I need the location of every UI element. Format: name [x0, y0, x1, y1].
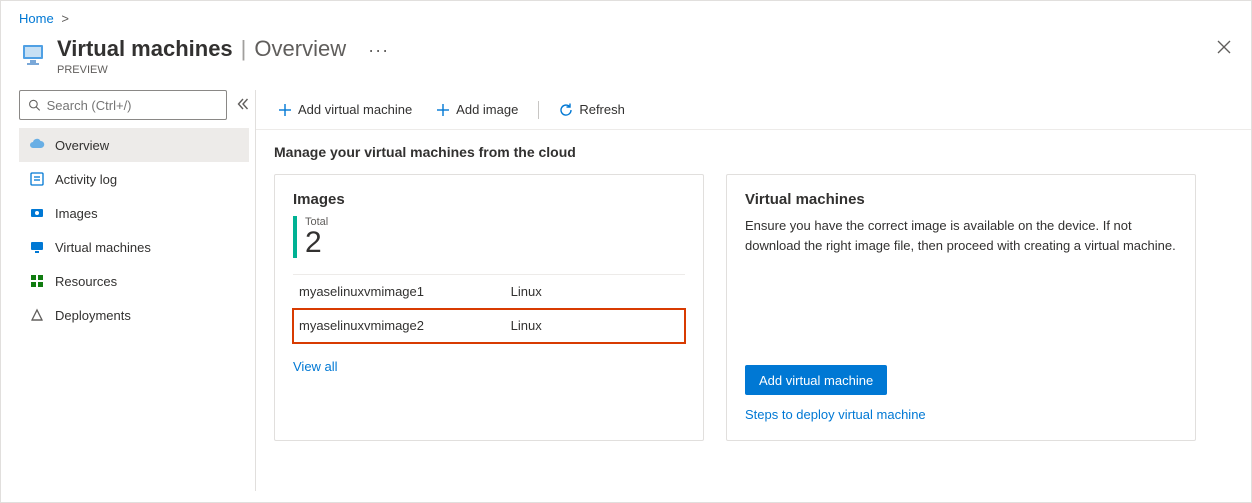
image-name-cell: myaselinuxvmimage2: [293, 309, 505, 343]
sidebar: Overview Activity log Images Virtual mac…: [1, 90, 255, 491]
sidebar-item-images[interactable]: Images: [19, 196, 249, 230]
images-card: Images Total 2 myaselinuxvmimage1Linuxmy…: [274, 174, 704, 441]
table-row[interactable]: myaselinuxvmimage2Linux: [293, 309, 685, 343]
virtual-machine-icon: [19, 40, 47, 68]
view-all-link[interactable]: View all: [293, 359, 338, 374]
plus-icon: [278, 103, 292, 117]
sidebar-item-resources[interactable]: Resources: [19, 264, 249, 298]
toolbar-divider: [538, 101, 539, 119]
add-vm-button[interactable]: Add virtual machine: [268, 94, 422, 126]
refresh-label: Refresh: [579, 102, 625, 117]
vms-card-title: Virtual machines: [745, 191, 1177, 208]
sidebar-item-label: Resources: [55, 274, 117, 289]
steps-link[interactable]: Steps to deploy virtual machine: [745, 407, 1177, 422]
sidebar-item-label: Activity log: [55, 172, 117, 187]
main-panel: Add virtual machine Add image Refresh Ma…: [255, 90, 1251, 491]
sidebar-item-label: Images: [55, 206, 98, 221]
sidebar-item-label: Virtual machines: [55, 240, 151, 255]
log-icon: [29, 171, 45, 187]
add-image-button[interactable]: Add image: [426, 94, 528, 126]
title-separator: |: [241, 36, 247, 62]
search-box[interactable]: [19, 90, 227, 120]
add-virtual-machine-button[interactable]: Add virtual machine: [745, 365, 887, 395]
add-vm-label: Add virtual machine: [298, 102, 412, 117]
breadcrumb: Home >: [1, 1, 1251, 32]
page-title: Virtual machines: [57, 36, 233, 62]
search-icon: [28, 98, 41, 112]
plus-icon: [436, 103, 450, 117]
virtual-machines-card: Virtual machines Ensure you have the cor…: [726, 174, 1196, 441]
cloud-icon: [29, 137, 45, 153]
search-input[interactable]: [47, 98, 218, 113]
vms-card-body: Ensure you have the correct image is ava…: [745, 216, 1177, 255]
breadcrumb-separator-icon: >: [61, 11, 69, 26]
toolbar: Add virtual machine Add image Refresh: [256, 90, 1251, 130]
image-os-cell: Linux: [505, 309, 685, 343]
sidebar-item-label: Overview: [55, 138, 109, 153]
image-os-cell: Linux: [505, 275, 685, 309]
sidebar-item-label: Deployments: [55, 308, 131, 323]
sidebar-item-activity-log[interactable]: Activity log: [19, 162, 249, 196]
sidebar-item-deployments[interactable]: Deployments: [19, 298, 249, 332]
images-icon: [29, 205, 45, 221]
more-actions-button[interactable]: ···: [368, 40, 389, 61]
deploy-icon: [29, 307, 45, 323]
page-header: Virtual machines | Overview ··· PREVIEW: [1, 32, 1251, 90]
add-image-label: Add image: [456, 102, 518, 117]
images-card-title: Images: [293, 191, 685, 208]
total-accent-bar: [293, 216, 297, 258]
preview-badge: PREVIEW: [57, 64, 389, 76]
sidebar-nav: Overview Activity log Images Virtual mac…: [19, 128, 249, 332]
breadcrumb-home[interactable]: Home: [19, 11, 54, 26]
refresh-button[interactable]: Refresh: [549, 94, 635, 126]
close-icon: [1217, 40, 1231, 54]
collapse-sidebar-button[interactable]: [237, 97, 249, 113]
table-row[interactable]: myaselinuxvmimage1Linux: [293, 275, 685, 309]
image-name-cell: myaselinuxvmimage1: [293, 275, 505, 309]
total-value: 2: [305, 228, 328, 258]
vm-icon: [29, 239, 45, 255]
sidebar-item-virtual-machines[interactable]: Virtual machines: [19, 230, 249, 264]
sidebar-item-overview[interactable]: Overview: [19, 128, 249, 162]
close-button[interactable]: [1217, 38, 1231, 59]
refresh-icon: [559, 103, 573, 117]
grid-icon: [29, 273, 45, 289]
main-subheading: Manage your virtual machines from the cl…: [274, 144, 1233, 160]
page-subtitle: Overview: [254, 36, 346, 62]
images-table: myaselinuxvmimage1Linuxmyaselinuxvmimage…: [293, 274, 685, 343]
chevron-double-left-icon: [237, 98, 249, 110]
